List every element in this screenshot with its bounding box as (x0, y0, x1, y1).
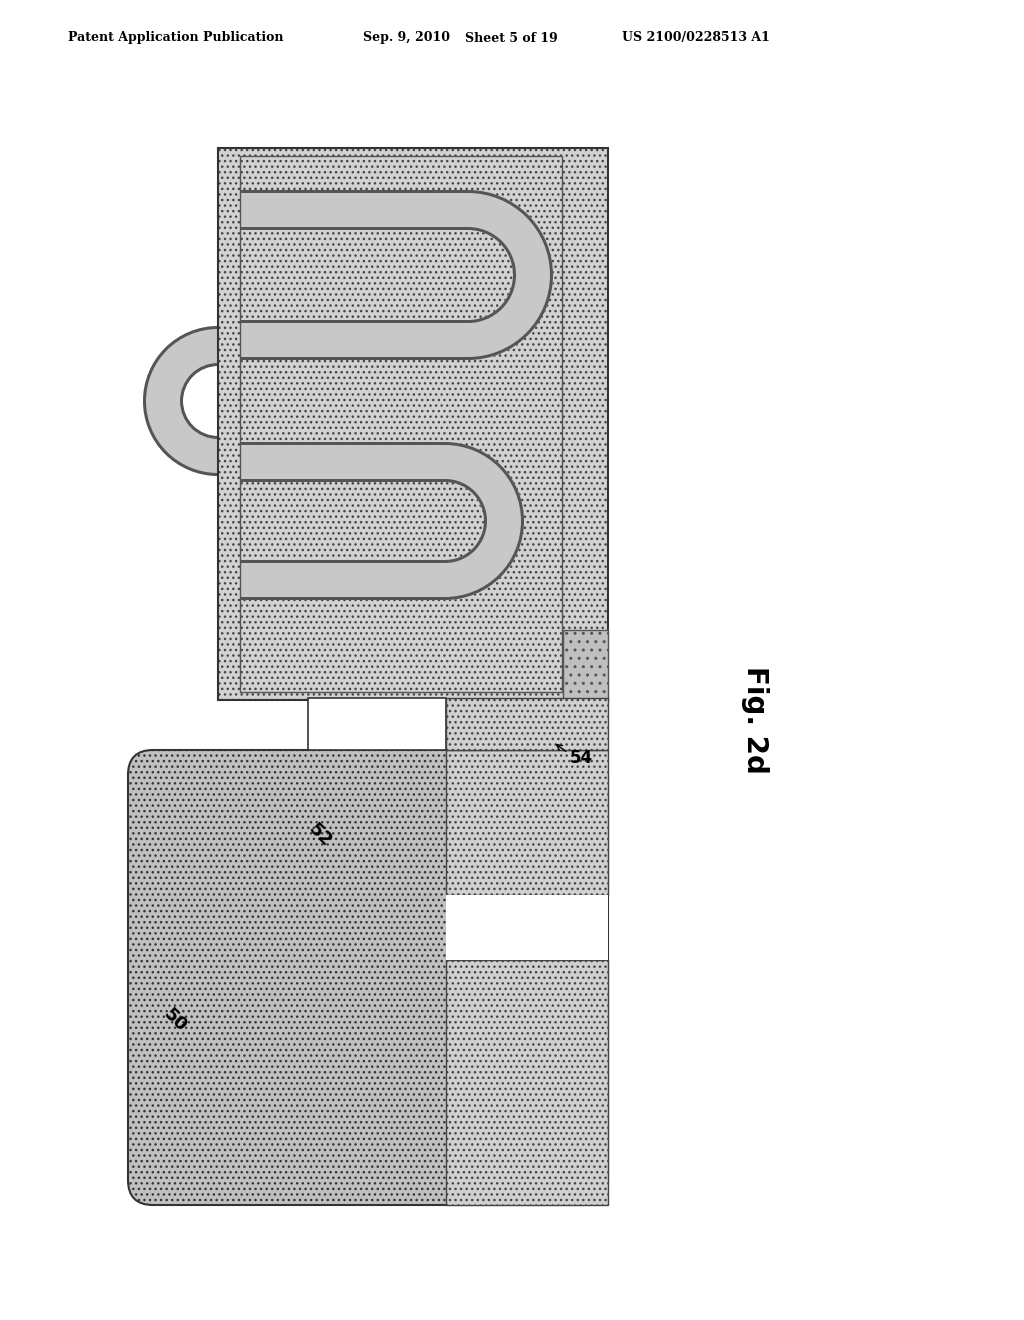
Bar (240, 227, 468, 230)
Bar (240, 442, 445, 482)
Bar (218, 148, 608, 700)
Text: 52: 52 (305, 820, 335, 850)
Text: 50: 50 (160, 1005, 190, 1035)
Wedge shape (143, 326, 218, 477)
Bar (240, 356, 468, 360)
Text: Patent Application Publication: Patent Application Publication (68, 32, 284, 45)
Bar (563, 630, 608, 700)
Text: Sep. 9, 2010: Sep. 9, 2010 (362, 32, 450, 45)
Bar (308, 698, 446, 750)
Wedge shape (445, 479, 487, 564)
Bar (240, 479, 445, 482)
Wedge shape (143, 326, 218, 477)
Bar (240, 156, 562, 692)
Bar (446, 750, 608, 895)
Wedge shape (445, 442, 524, 601)
Bar (240, 597, 445, 601)
Bar (446, 698, 608, 750)
Bar (240, 190, 468, 193)
FancyBboxPatch shape (128, 750, 608, 1205)
Text: US 2100/0228513 A1: US 2100/0228513 A1 (622, 32, 770, 45)
Bar (218, 148, 608, 700)
Text: 54: 54 (570, 748, 593, 767)
Bar (240, 319, 468, 323)
Bar (240, 560, 445, 564)
Wedge shape (468, 190, 553, 360)
Bar (446, 960, 608, 1205)
Wedge shape (468, 227, 516, 323)
Wedge shape (180, 363, 218, 440)
Bar (240, 560, 445, 601)
Bar (240, 190, 468, 230)
Bar (240, 319, 468, 360)
Bar (446, 895, 608, 960)
Bar (240, 442, 445, 445)
Wedge shape (468, 190, 553, 360)
Wedge shape (445, 442, 524, 601)
Text: Sheet 5 of 19: Sheet 5 of 19 (465, 32, 558, 45)
Text: Fig. 2d: Fig. 2d (741, 667, 769, 774)
